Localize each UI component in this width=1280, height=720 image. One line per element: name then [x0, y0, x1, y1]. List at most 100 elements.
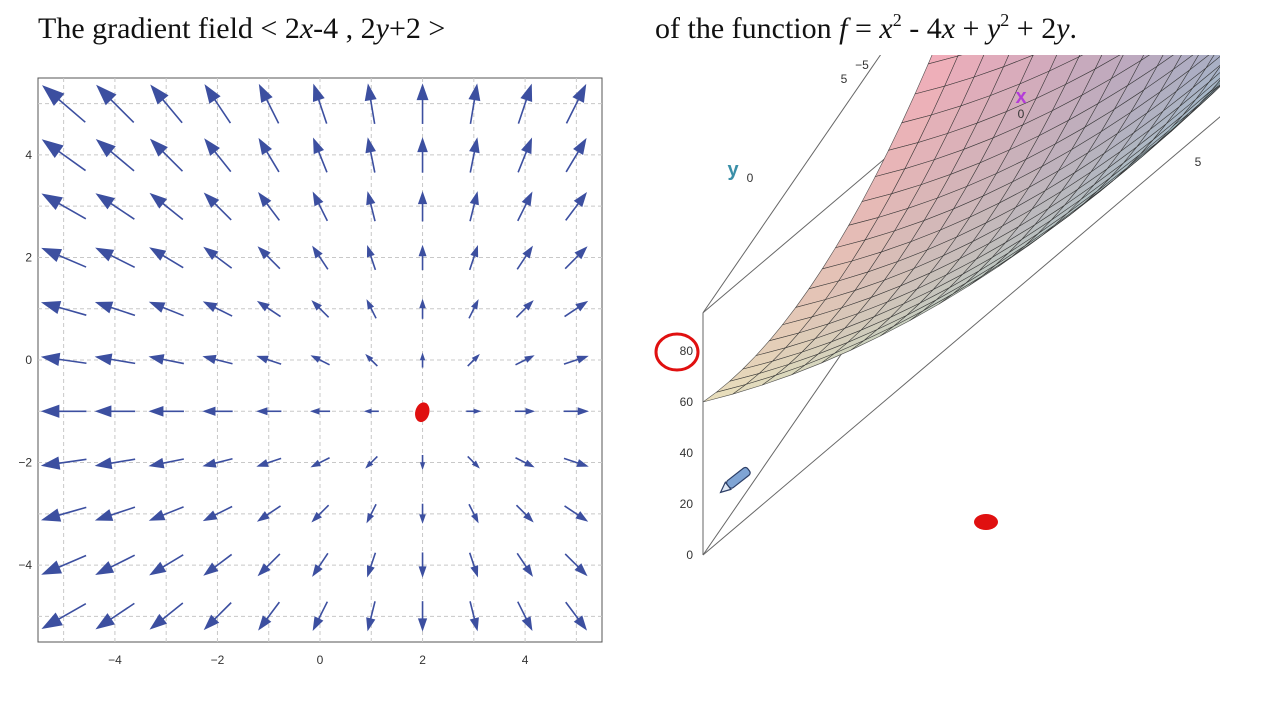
y-axis-label: y: [727, 159, 739, 181]
vector-arrow: [202, 354, 233, 365]
vector-arrow: [516, 552, 533, 577]
vector-arrow: [564, 246, 588, 270]
vector-arrow: [366, 299, 377, 319]
x-tick-labels: −4 −2 0 2 4: [108, 653, 529, 667]
vector-arrow: [95, 554, 136, 575]
vector-arrow: [466, 408, 482, 414]
vector-arrow: [467, 455, 480, 469]
x-tick-label: −4: [108, 653, 122, 667]
vector-arrow: [468, 552, 479, 578]
vector-arrow: [202, 458, 233, 468]
vector-arrow: [468, 503, 479, 524]
vector-arrow: [310, 457, 330, 468]
vector-arrow: [40, 404, 87, 418]
vector-arrow: [94, 405, 136, 418]
vector-arrow: [41, 139, 87, 172]
vector-arrow: [468, 83, 481, 124]
vector-arrow: [312, 83, 328, 124]
vector-arrow: [310, 355, 330, 366]
vector-arrow: [517, 191, 533, 222]
vector-arrow: [419, 503, 426, 524]
x-tick-label: 4: [522, 653, 529, 667]
vector-arrow: [515, 355, 535, 366]
vector-arrow: [312, 552, 329, 577]
vector-arrow: [256, 300, 281, 318]
y-tick-label: −2: [18, 456, 32, 470]
vector-arrow: [94, 353, 136, 366]
vector-arrow: [517, 601, 533, 632]
x-tick-label: 0: [317, 653, 324, 667]
vector-arrow: [203, 192, 232, 221]
vector-arrow: [257, 553, 281, 577]
vector-arrow: [563, 457, 589, 467]
vector-arrow: [565, 601, 588, 631]
vector-arrow: [467, 353, 480, 367]
x-tick-label: 5: [1195, 155, 1202, 169]
x-tick-label: −5: [855, 58, 869, 72]
vector-arrow: [515, 504, 534, 523]
z-tick-label: 40: [680, 446, 694, 460]
vector-arrow: [203, 553, 233, 576]
vector-arrow: [202, 505, 233, 522]
vector-arrow: [365, 137, 376, 173]
bounding-box-front: [702, 116, 1220, 556]
vector-arrow: [469, 601, 479, 632]
vector-arrow: [366, 191, 376, 222]
vector-arrow: [148, 405, 184, 417]
y-tick-label: 4: [25, 148, 32, 162]
vector-arrow: [312, 191, 329, 222]
vector-arrow: [149, 138, 184, 172]
vector-arrow: [417, 190, 428, 222]
vector-arrow: [95, 247, 136, 269]
vector-arrow: [41, 193, 87, 220]
vector-arrow: [95, 138, 135, 172]
vector-arrow: [563, 355, 589, 365]
vector-arrow: [256, 505, 281, 522]
vector-arrow: [148, 457, 184, 469]
vector-arrow: [40, 300, 87, 316]
vector-arrow: [514, 407, 536, 415]
z-tick-label: 0: [686, 548, 693, 562]
vector-arrow: [40, 506, 87, 522]
surface-patch: [702, 384, 746, 403]
z-tick-label: 60: [680, 395, 694, 409]
vector-arrow: [417, 137, 428, 173]
x-tick-label: −2: [211, 653, 225, 667]
critical-point-dot: [415, 402, 430, 423]
vector-arrow: [366, 552, 377, 578]
y-tick-label: 0: [25, 353, 32, 367]
vector-arrow: [258, 83, 280, 124]
x-axis-label: x: [1015, 86, 1026, 108]
arrow-set: [40, 83, 590, 632]
vector-arrow: [515, 300, 534, 318]
vector-arrow: [564, 505, 589, 522]
vector-arrow: [517, 137, 533, 173]
vector-arrow: [203, 602, 232, 631]
vector-arrow: [256, 355, 282, 365]
vector-arrow: [564, 553, 588, 577]
vector-arrow: [468, 245, 479, 271]
minimum-point-marker: [974, 514, 998, 530]
vector-arrow: [41, 554, 87, 575]
vector-arrow: [468, 299, 479, 319]
vector-arrow: [563, 407, 590, 416]
vector-arrow: [311, 504, 330, 523]
vector-arrow: [312, 601, 329, 632]
vector-arrow: [96, 84, 135, 124]
surface-mesh: [702, 55, 1220, 403]
vector-arrow: [363, 408, 379, 414]
vector-arrow: [258, 137, 280, 173]
vector-arrow: [257, 246, 281, 270]
vector-arrow: [516, 245, 533, 270]
vector-arrow: [515, 457, 535, 468]
y-tick-label: 5: [841, 72, 848, 86]
box-edge: [702, 55, 882, 314]
vector-arrow: [203, 246, 233, 269]
vector-arrow: [149, 247, 184, 269]
vector-arrow: [416, 83, 429, 124]
vector-arrow: [204, 84, 232, 124]
gradient-field-title: The gradient field < 2x-4 , 2y+2 >: [38, 12, 446, 45]
vector-arrow: [40, 352, 87, 366]
vector-arrow: [41, 247, 87, 268]
